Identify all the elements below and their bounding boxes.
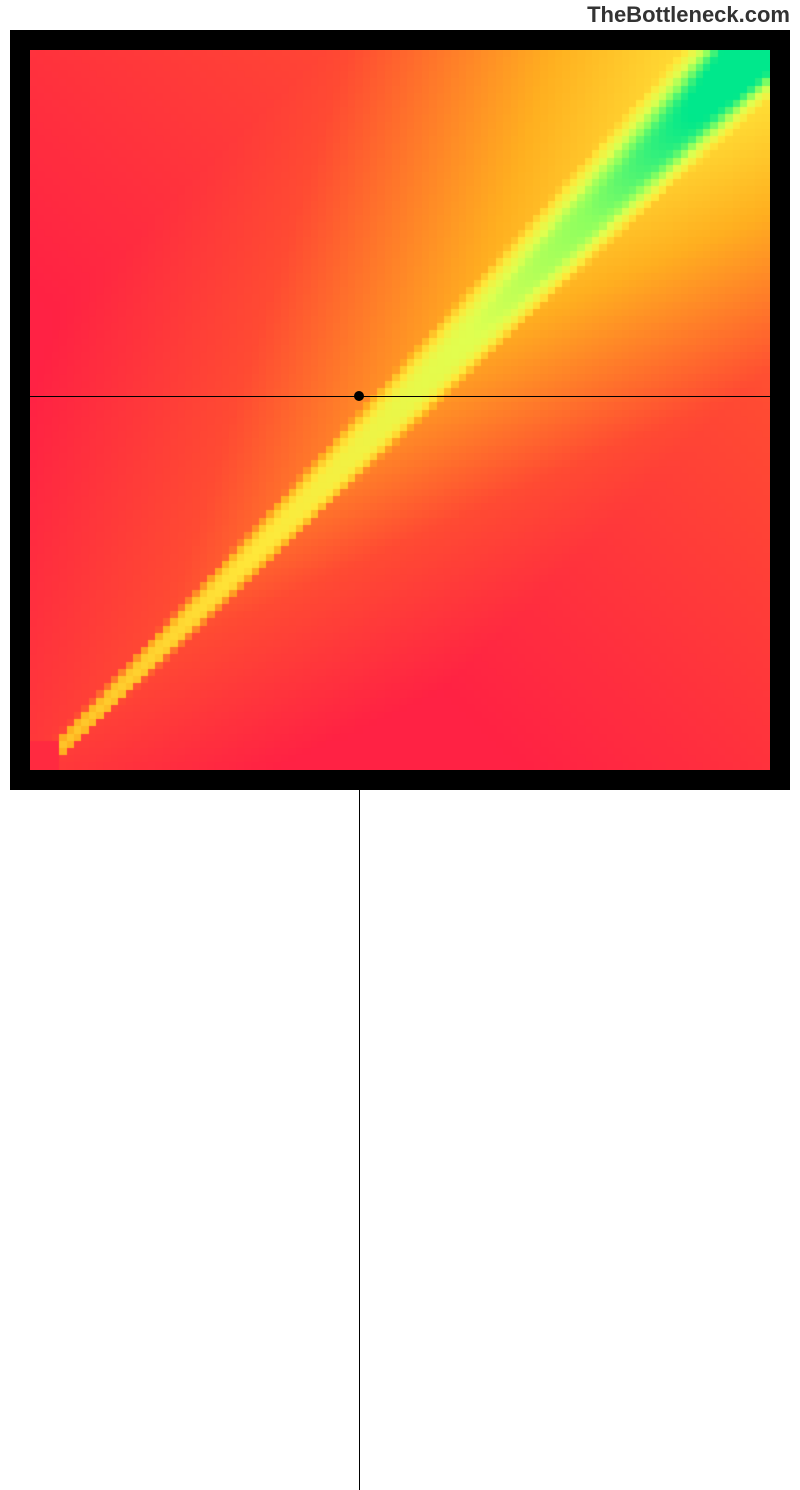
plot-frame bbox=[10, 30, 790, 790]
watermark: TheBottleneck.com bbox=[587, 2, 790, 28]
crosshair-marker bbox=[354, 391, 364, 401]
crosshair-horizontal bbox=[30, 396, 770, 397]
heatmap-plot bbox=[30, 50, 770, 770]
heatmap-canvas bbox=[30, 50, 770, 770]
crosshair-vertical bbox=[359, 770, 360, 1490]
